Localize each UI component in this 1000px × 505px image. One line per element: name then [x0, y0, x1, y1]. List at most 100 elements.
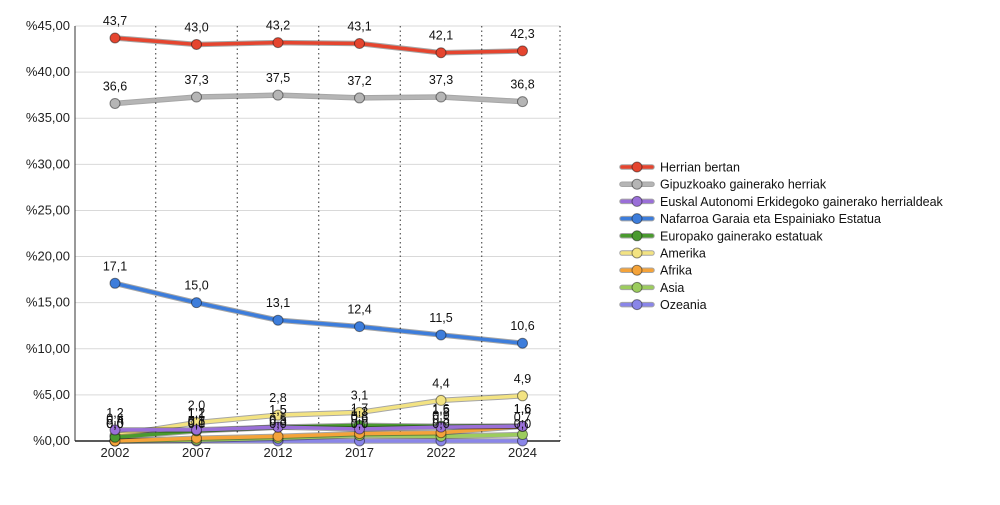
- data-label: 0,6: [351, 411, 368, 425]
- data-point: [109, 32, 121, 44]
- series-line: [113, 394, 525, 438]
- data-label: 0,3: [269, 414, 286, 428]
- data-point: [435, 394, 447, 406]
- data-label: 10,6: [510, 319, 534, 333]
- data-label: 1,5: [269, 403, 286, 417]
- legend: Herrian bertan Gipuzkoako gainerako herri…: [619, 161, 944, 312]
- y-tick-label: %15,00: [26, 295, 70, 310]
- x-tick-label: 2022: [427, 445, 456, 460]
- y-tick-label: %0,00: [33, 433, 70, 448]
- legend-label: Euskal Autonomi Erkidegoko gainerako her…: [660, 195, 944, 209]
- data-label: 0,5: [432, 412, 449, 426]
- data-label: 0,1: [188, 416, 205, 430]
- data-label: 0,0: [106, 417, 123, 431]
- data-label: 43,1: [347, 20, 371, 34]
- data-label: 1,6: [432, 402, 449, 416]
- data-label: 0,3: [188, 414, 205, 428]
- legend-swatch-marker: [631, 195, 643, 207]
- legend-label: Gipuzkoako gainerako herriak: [660, 178, 827, 192]
- legend-label: Asia: [660, 281, 684, 295]
- y-tick-label: %25,00: [26, 202, 70, 217]
- data-point: [517, 390, 528, 402]
- data-point: [191, 38, 202, 50]
- x-tick-label: 2007: [182, 445, 211, 460]
- data-label: 0,9: [432, 409, 449, 423]
- data-label: 17,1: [103, 259, 127, 273]
- data-label: 0,6: [106, 411, 123, 425]
- data-label: 0,8: [351, 410, 368, 424]
- data-label: 0,0: [269, 417, 286, 431]
- data-label: 0,4: [106, 413, 123, 427]
- data-label: 0,0: [106, 417, 123, 431]
- series-line: [113, 424, 525, 432]
- legend-swatch-marker: [631, 230, 643, 242]
- x-tick-label: 2017: [345, 445, 374, 460]
- data-point: [517, 45, 528, 57]
- data-label: 1,5: [269, 403, 286, 417]
- data-point: [191, 424, 202, 436]
- data-label: 1,6: [514, 402, 531, 416]
- data-point: [517, 337, 528, 349]
- data-label: 0,0: [188, 417, 205, 431]
- legend-swatch-marker: [631, 299, 643, 311]
- data-label: 42,1: [429, 29, 453, 43]
- data-point: [272, 430, 284, 442]
- data-label: 3,1: [351, 388, 368, 402]
- data-point: [272, 89, 284, 101]
- data-label: 15,0: [184, 279, 208, 293]
- data-label: 13,1: [266, 296, 290, 310]
- data-label: 0,7: [514, 411, 531, 425]
- data-point: [191, 91, 202, 103]
- legend-swatch-marker: [631, 247, 643, 259]
- data-label: 0,0: [351, 417, 368, 431]
- data-point: [109, 277, 121, 289]
- data-label: 36,8: [510, 78, 534, 92]
- data-point: [354, 321, 365, 333]
- legend-label: Europako gainerako estatuak: [660, 229, 823, 243]
- data-label: 1,1: [188, 407, 205, 421]
- data-point: [435, 329, 447, 341]
- data-label: 1,6: [514, 402, 531, 416]
- data-label: 4,4: [432, 376, 449, 390]
- x-tick-label: 2024: [508, 445, 537, 460]
- legend-swatch-marker: [631, 281, 643, 293]
- data-point: [272, 37, 284, 49]
- data-point: [109, 424, 121, 436]
- data-label: 1,5: [432, 403, 449, 417]
- data-label: 0,0: [432, 417, 449, 431]
- legend-label: Herrian bertan: [660, 161, 740, 175]
- data-label: 37,2: [347, 74, 371, 88]
- legend-label: Amerika: [660, 247, 706, 261]
- data-point: [354, 423, 365, 435]
- data-label: 43,7: [103, 14, 127, 28]
- data-label: 0,5: [269, 412, 286, 426]
- legend-swatch-marker: [631, 178, 643, 190]
- data-label: 1,3: [351, 405, 368, 419]
- data-label: 4,9: [514, 372, 531, 386]
- data-point: [272, 314, 284, 326]
- data-label: 37,3: [429, 73, 453, 87]
- data-label: 36,6: [103, 79, 127, 93]
- y-tick-label: %30,00: [26, 156, 70, 171]
- data-point: [517, 420, 528, 432]
- data-label: 37,3: [184, 73, 208, 87]
- y-tick-label: %35,00: [26, 110, 70, 125]
- data-point: [354, 38, 365, 50]
- data-labels: 0,0 0,0 0,0 0,0 0,0 0,00,0 0,1 0,3 0,6 0,5 0,70,0 0…: [103, 14, 535, 431]
- y-tick-label: %40,00: [26, 64, 70, 79]
- data-point: [354, 92, 365, 104]
- data-label: 2,8: [269, 391, 286, 405]
- legend-label: Nafarroa Garaia eta Espainiako Estatua: [660, 212, 881, 226]
- y-tick-label: %45,00: [26, 18, 70, 33]
- grid: [75, 25, 561, 441]
- x-tick-label: 2002: [101, 445, 130, 460]
- data-point: [191, 297, 202, 309]
- data-label: 0,0: [514, 417, 531, 431]
- data-point: [109, 97, 121, 109]
- x-tick-label: 2012: [264, 445, 293, 460]
- legend-swatch-marker: [631, 264, 643, 276]
- data-label: 1,2: [188, 406, 205, 420]
- data-point: [272, 409, 284, 421]
- y-tick-label: %5,00: [33, 387, 70, 402]
